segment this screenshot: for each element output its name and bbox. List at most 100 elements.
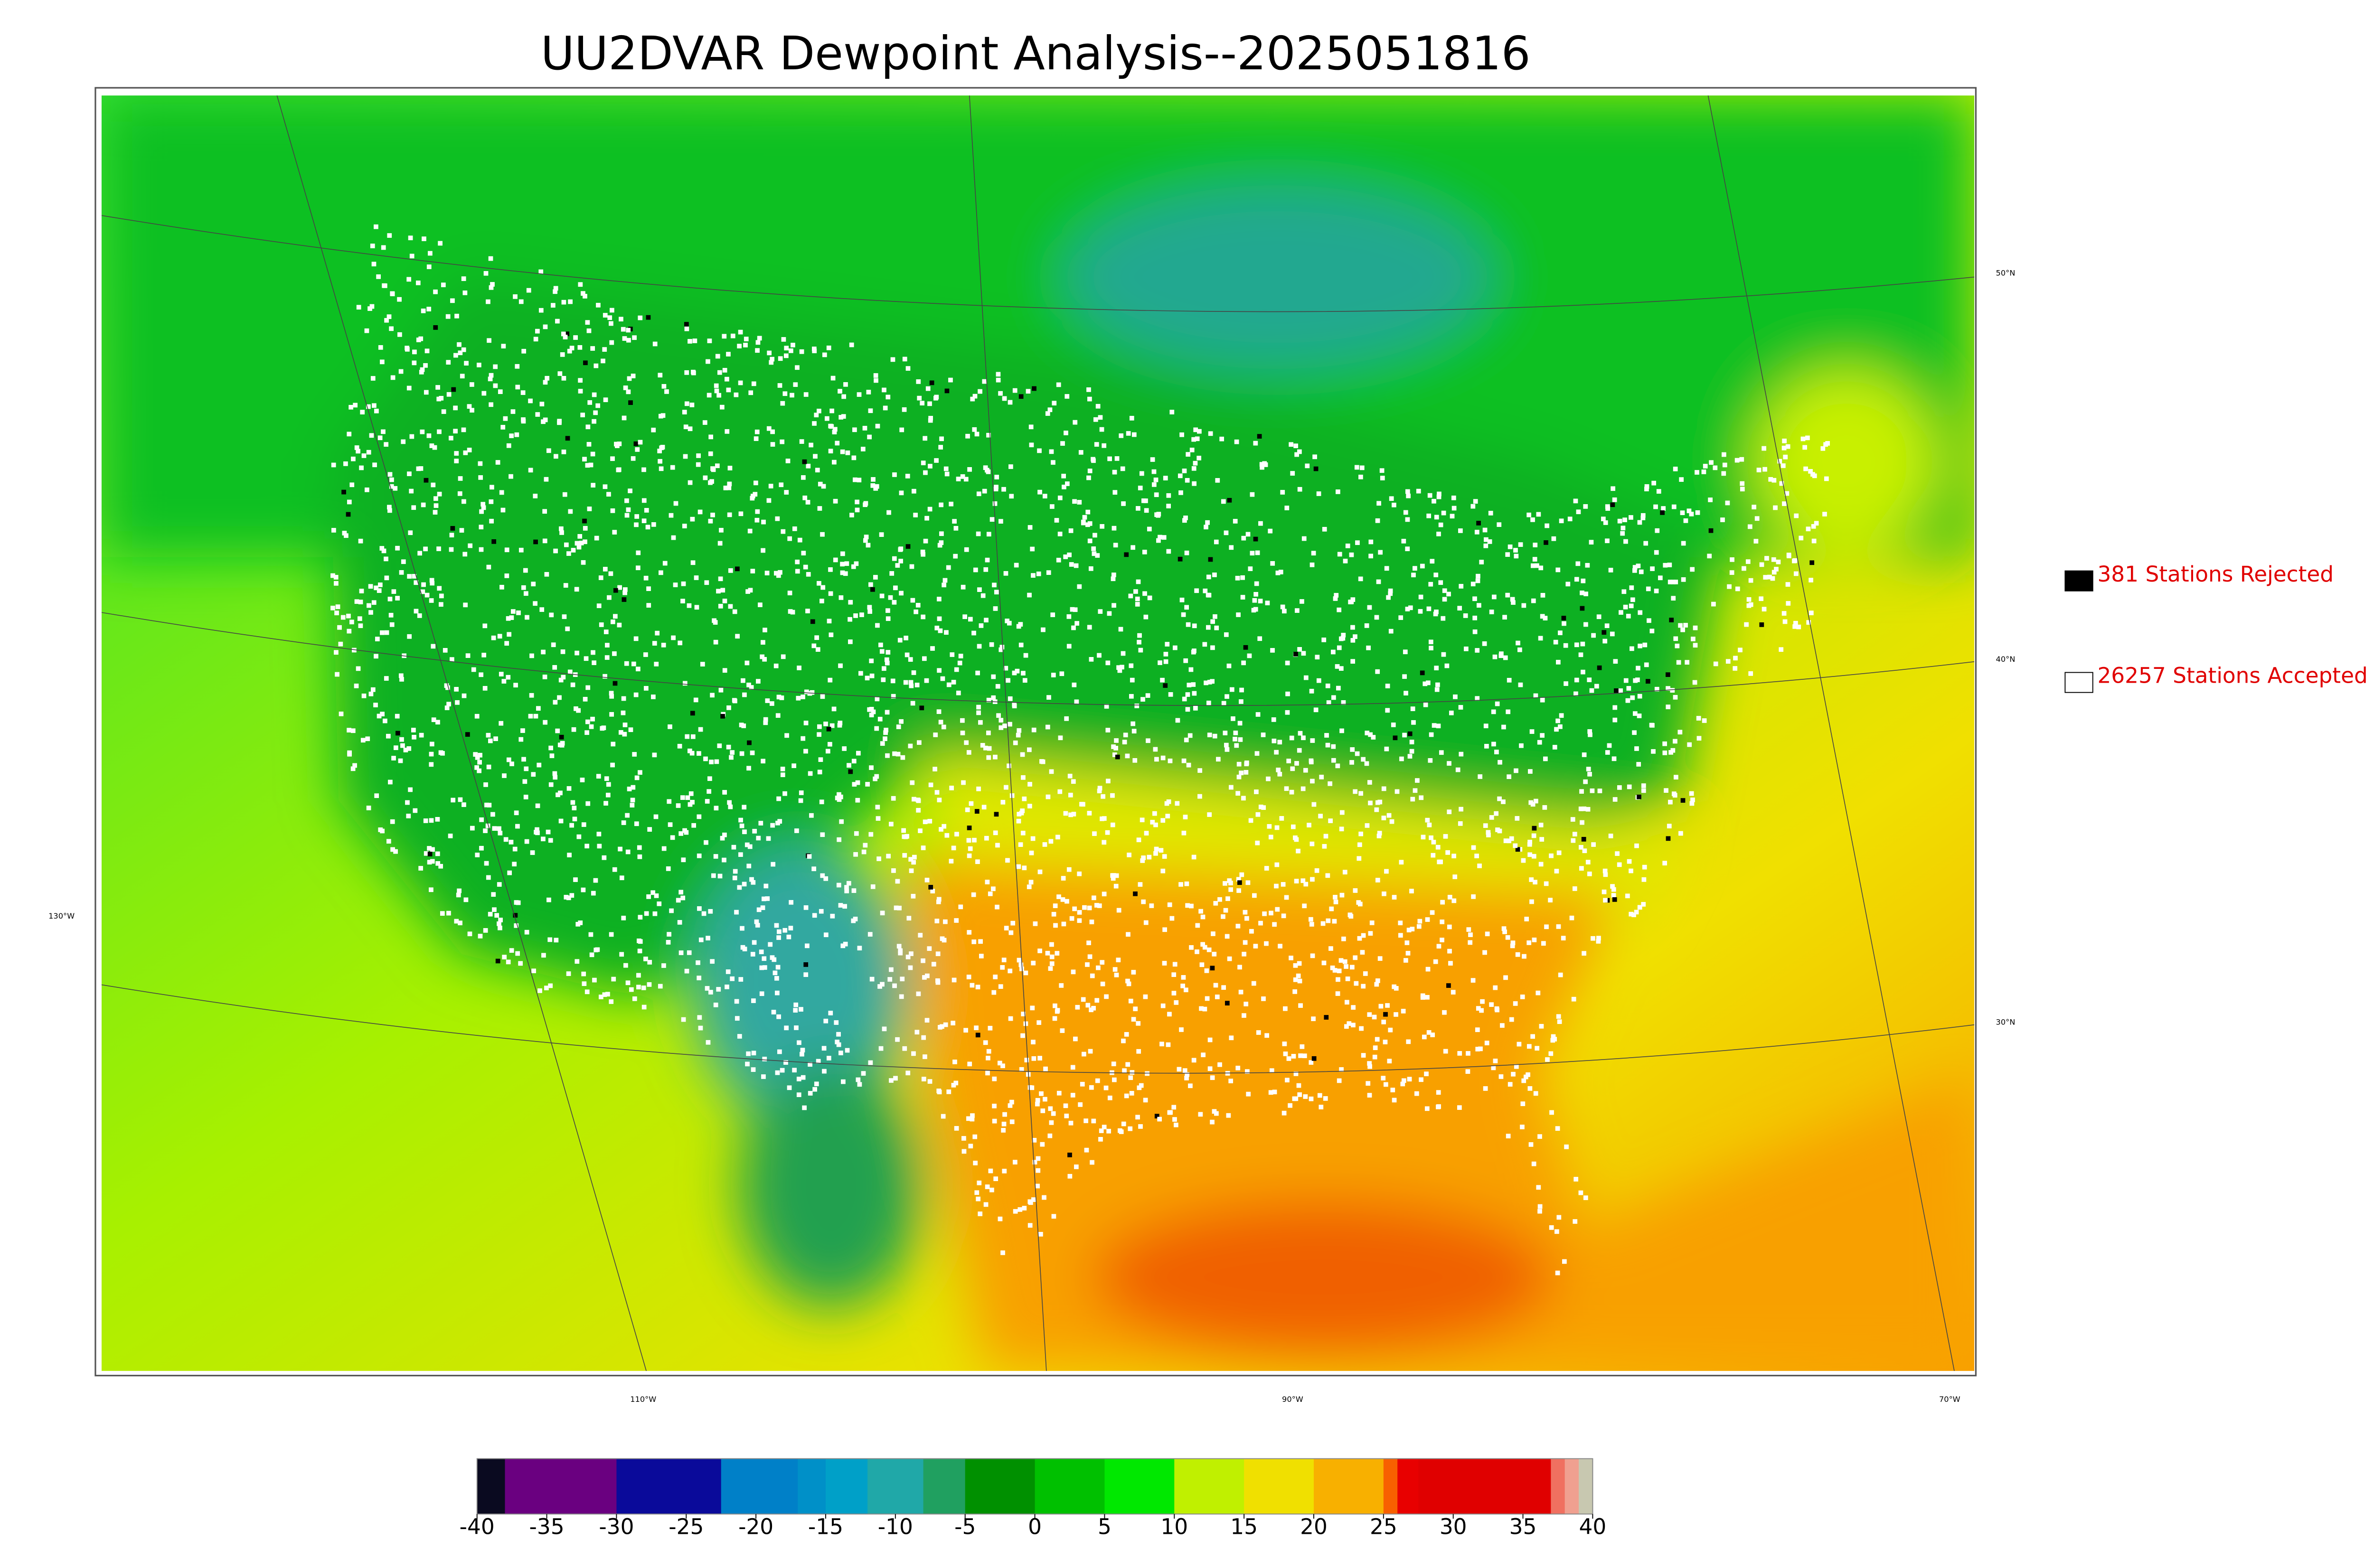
station <box>1078 1102 1083 1107</box>
station <box>535 830 540 836</box>
station <box>892 983 897 988</box>
station <box>1289 442 1293 447</box>
station <box>571 548 576 553</box>
station <box>1252 598 1257 603</box>
station <box>520 728 525 733</box>
station <box>1157 1117 1162 1122</box>
station <box>738 977 744 982</box>
station <box>848 769 853 774</box>
station <box>739 751 744 756</box>
station <box>531 582 536 587</box>
station <box>1497 522 1502 527</box>
station <box>752 829 757 834</box>
station <box>1438 522 1443 527</box>
station <box>1515 847 1520 852</box>
station <box>986 532 991 537</box>
station <box>803 905 809 910</box>
station <box>533 337 538 342</box>
station <box>1358 791 1363 796</box>
station <box>873 776 878 781</box>
station <box>1358 474 1363 479</box>
station <box>1119 433 1124 438</box>
station <box>741 678 745 683</box>
station <box>1671 504 1677 509</box>
station <box>924 678 929 683</box>
station <box>1507 677 1512 683</box>
station <box>1001 487 1006 492</box>
station <box>1320 921 1326 926</box>
station <box>1294 879 1299 883</box>
station <box>916 798 921 803</box>
station <box>1271 717 1276 722</box>
station <box>566 551 571 556</box>
station <box>1071 812 1076 817</box>
station <box>746 766 751 771</box>
station <box>560 352 565 357</box>
station <box>560 649 565 654</box>
station <box>1286 759 1291 763</box>
station <box>1193 427 1198 432</box>
station <box>1334 593 1339 598</box>
station <box>778 570 782 575</box>
station <box>772 957 777 962</box>
station <box>784 1025 789 1031</box>
station <box>1409 740 1414 744</box>
station <box>793 382 798 387</box>
station <box>384 318 389 323</box>
station <box>1410 706 1415 711</box>
station <box>420 589 425 594</box>
station <box>1365 731 1370 735</box>
station <box>1786 601 1791 606</box>
station <box>1057 495 1063 500</box>
station <box>802 459 807 464</box>
station <box>1641 783 1646 788</box>
station <box>971 892 976 897</box>
station <box>1228 881 1233 885</box>
station <box>1321 638 1327 642</box>
station <box>1368 539 1374 545</box>
station <box>478 461 483 466</box>
station <box>1528 769 1533 774</box>
station <box>1459 751 1464 757</box>
station <box>1368 800 1373 806</box>
station <box>1637 905 1642 910</box>
station <box>1091 1005 1096 1011</box>
station <box>1134 704 1140 708</box>
station <box>1394 789 1400 794</box>
station <box>1673 636 1678 641</box>
station <box>626 338 631 343</box>
station <box>1128 593 1133 599</box>
station <box>771 862 776 867</box>
station <box>1526 1044 1532 1049</box>
station <box>688 426 693 432</box>
station <box>1394 1012 1398 1017</box>
station <box>875 423 880 429</box>
station <box>1022 865 1027 871</box>
station <box>1811 524 1816 529</box>
station <box>580 413 585 418</box>
station <box>821 1046 827 1051</box>
station <box>446 702 451 707</box>
station <box>631 661 636 667</box>
station <box>1582 806 1587 811</box>
station <box>1632 730 1637 735</box>
station <box>1237 880 1242 885</box>
station <box>983 567 989 572</box>
station <box>1086 387 1091 392</box>
station <box>1596 936 1601 941</box>
station <box>569 893 575 898</box>
station <box>1077 584 1082 589</box>
station <box>388 779 393 785</box>
station <box>884 657 889 662</box>
station <box>1670 688 1675 693</box>
station <box>619 952 624 957</box>
station <box>1629 868 1633 873</box>
station <box>568 299 573 304</box>
station <box>481 653 487 657</box>
station <box>1031 573 1036 578</box>
colorbar-tick-label: 40 <box>1579 1514 1607 1539</box>
station <box>417 551 422 556</box>
station <box>602 855 607 860</box>
station <box>1250 551 1255 556</box>
station <box>1407 731 1413 736</box>
